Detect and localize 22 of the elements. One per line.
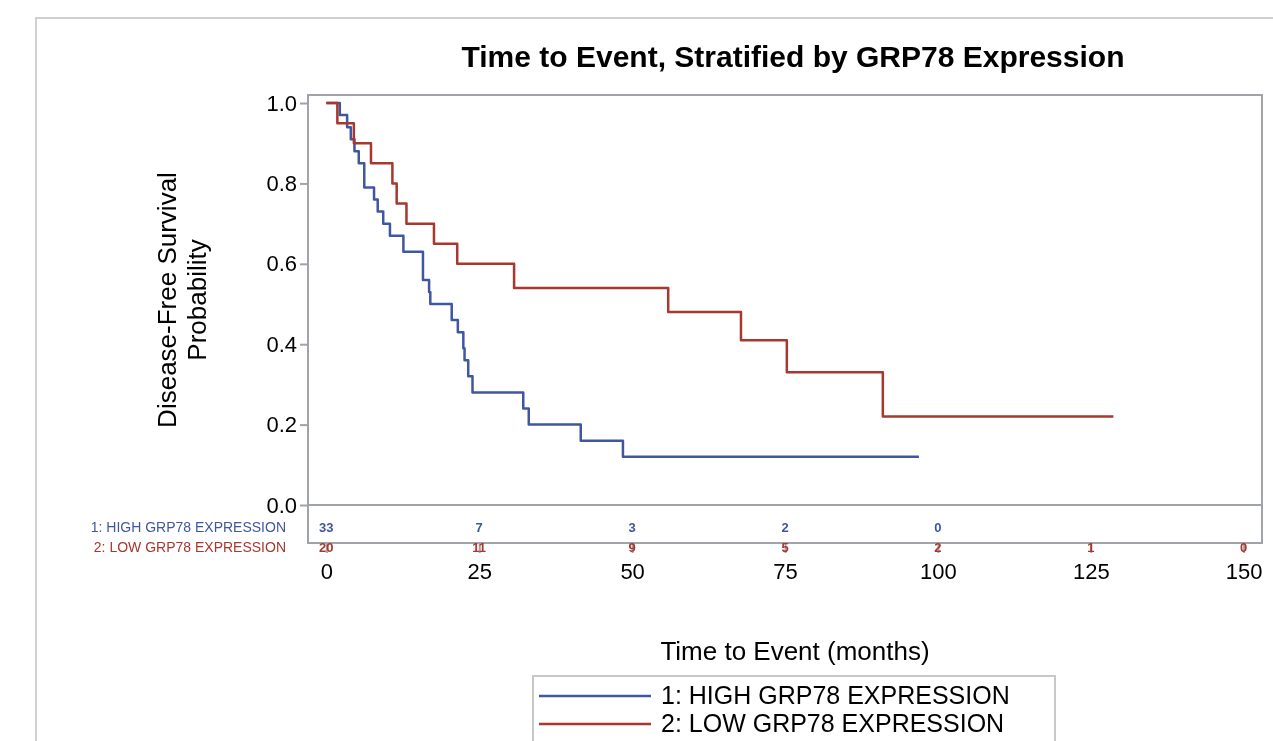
legend-label: 1: HIGH GRP78 EXPRESSION [661,681,1010,709]
text: 2: LOW GRP78 EXPRESSION [93,539,286,555]
x-tick-label: 100 [920,558,957,584]
legend-label: 2: LOW GRP78 EXPRESSION [661,709,1005,737]
chart-title: Time to Event, Stratified by GRP78 Expression [461,40,1125,73]
y-axis-title: Disease-Free Survival Probability [152,172,212,428]
y-tick-label: 0.2 [266,412,297,438]
x-tick-label: 150 [1225,558,1263,584]
y-tick-label: 0.0 [266,492,297,518]
y-tick-label: 0.8 [266,170,297,196]
x-tick-label: 50 [620,558,645,584]
y-tick-label: 1.0 [266,90,297,116]
y-tick-label: 0.6 [266,251,297,277]
text: 20 11 9 5 2 1 0 [319,540,1248,555]
x-tick-label: 125 [1072,558,1110,584]
x-tick-label: 25 [467,558,492,584]
x-tick-label: 0 [320,558,333,584]
x-tick-label: 75 [773,558,798,584]
text: 1: HIGH GRP78 EXPRESSION [90,519,286,535]
x-axis-title: Time to Event (months) [660,636,930,666]
text: 33 7 3 2 0 [319,520,942,535]
y-tick-label: 0.4 [266,331,297,357]
